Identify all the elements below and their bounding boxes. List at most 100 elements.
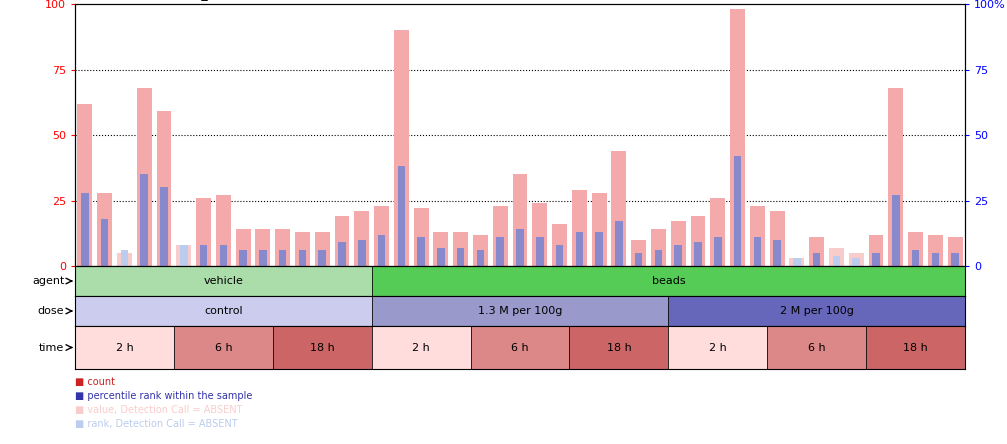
Bar bbox=[927, 234, 943, 266]
Bar bbox=[908, 232, 923, 266]
Bar bbox=[82, 193, 89, 266]
Text: 18 h: 18 h bbox=[903, 342, 927, 353]
Bar bbox=[417, 237, 425, 266]
Bar bbox=[275, 229, 290, 266]
Bar bbox=[137, 88, 152, 266]
Bar bbox=[866, 326, 965, 369]
Bar bbox=[394, 30, 409, 266]
Bar bbox=[338, 242, 345, 266]
Bar bbox=[457, 248, 464, 266]
Bar bbox=[75, 296, 372, 326]
Bar bbox=[256, 229, 270, 266]
Bar bbox=[714, 237, 722, 266]
Bar bbox=[101, 219, 109, 266]
Bar bbox=[372, 326, 470, 369]
Text: vehicle: vehicle bbox=[203, 276, 244, 286]
Bar bbox=[829, 248, 844, 266]
Bar bbox=[318, 250, 326, 266]
Bar bbox=[556, 245, 563, 266]
Bar bbox=[753, 237, 761, 266]
Bar bbox=[833, 255, 840, 266]
Bar bbox=[215, 195, 231, 266]
Text: ■ value, Detection Call = ABSENT: ■ value, Detection Call = ABSENT bbox=[75, 405, 243, 415]
Bar bbox=[888, 88, 903, 266]
Bar bbox=[952, 253, 959, 266]
Bar bbox=[117, 253, 132, 266]
Bar bbox=[299, 250, 306, 266]
Bar bbox=[767, 326, 866, 369]
Bar bbox=[476, 250, 484, 266]
Bar bbox=[631, 240, 646, 266]
Bar bbox=[433, 232, 448, 266]
Text: beads: beads bbox=[652, 276, 685, 286]
Text: time: time bbox=[39, 342, 64, 353]
Bar bbox=[240, 250, 247, 266]
Text: agent: agent bbox=[32, 276, 64, 286]
Bar bbox=[453, 232, 468, 266]
Bar bbox=[513, 174, 528, 266]
Text: ■ percentile rank within the sample: ■ percentile rank within the sample bbox=[75, 391, 253, 401]
Bar bbox=[199, 245, 207, 266]
Bar bbox=[810, 237, 824, 266]
Bar bbox=[669, 296, 965, 326]
Bar bbox=[948, 237, 963, 266]
Bar bbox=[536, 237, 544, 266]
Bar bbox=[769, 211, 784, 266]
Bar bbox=[669, 326, 767, 369]
Bar bbox=[773, 240, 780, 266]
Bar bbox=[572, 190, 587, 266]
Bar bbox=[634, 253, 642, 266]
Bar bbox=[675, 245, 682, 266]
Bar bbox=[220, 245, 228, 266]
Bar bbox=[576, 232, 583, 266]
Bar bbox=[849, 253, 864, 266]
Bar bbox=[470, 326, 569, 369]
Bar bbox=[358, 240, 366, 266]
Bar bbox=[750, 206, 764, 266]
Bar bbox=[273, 326, 372, 369]
Bar bbox=[398, 166, 405, 266]
Bar bbox=[730, 9, 745, 266]
Bar bbox=[734, 156, 741, 266]
Bar bbox=[652, 229, 666, 266]
Bar bbox=[533, 203, 547, 266]
Bar bbox=[156, 111, 171, 266]
Text: 2 h: 2 h bbox=[116, 342, 133, 353]
Text: 18 h: 18 h bbox=[606, 342, 631, 353]
Text: ■ rank, Detection Call = ABSENT: ■ rank, Detection Call = ABSENT bbox=[75, 419, 238, 429]
Text: dose: dose bbox=[38, 306, 64, 316]
Bar bbox=[611, 151, 626, 266]
Text: 2 h: 2 h bbox=[709, 342, 727, 353]
Bar bbox=[794, 258, 801, 266]
Bar bbox=[121, 250, 128, 266]
Text: 1.3 M per 100g: 1.3 M per 100g bbox=[477, 306, 562, 316]
Bar bbox=[372, 296, 669, 326]
Bar bbox=[853, 258, 860, 266]
Bar bbox=[592, 193, 606, 266]
Bar bbox=[75, 266, 372, 296]
Text: 6 h: 6 h bbox=[512, 342, 529, 353]
Bar bbox=[378, 234, 386, 266]
Bar bbox=[552, 224, 567, 266]
Bar bbox=[75, 326, 174, 369]
Bar bbox=[354, 211, 370, 266]
Bar bbox=[492, 206, 508, 266]
Bar bbox=[279, 250, 286, 266]
Bar bbox=[334, 216, 349, 266]
Bar bbox=[160, 187, 168, 266]
Text: ■ count: ■ count bbox=[75, 377, 115, 387]
Text: control: control bbox=[204, 306, 243, 316]
Bar bbox=[595, 232, 603, 266]
Bar bbox=[98, 193, 112, 266]
Bar bbox=[174, 326, 273, 369]
Text: 6 h: 6 h bbox=[214, 342, 233, 353]
Bar bbox=[710, 198, 725, 266]
Bar bbox=[78, 103, 93, 266]
Bar bbox=[869, 234, 883, 266]
Bar bbox=[176, 245, 191, 266]
Text: 18 h: 18 h bbox=[310, 342, 334, 353]
Bar bbox=[437, 248, 445, 266]
Bar bbox=[236, 229, 251, 266]
Text: 2 h: 2 h bbox=[412, 342, 430, 353]
Bar bbox=[315, 232, 329, 266]
